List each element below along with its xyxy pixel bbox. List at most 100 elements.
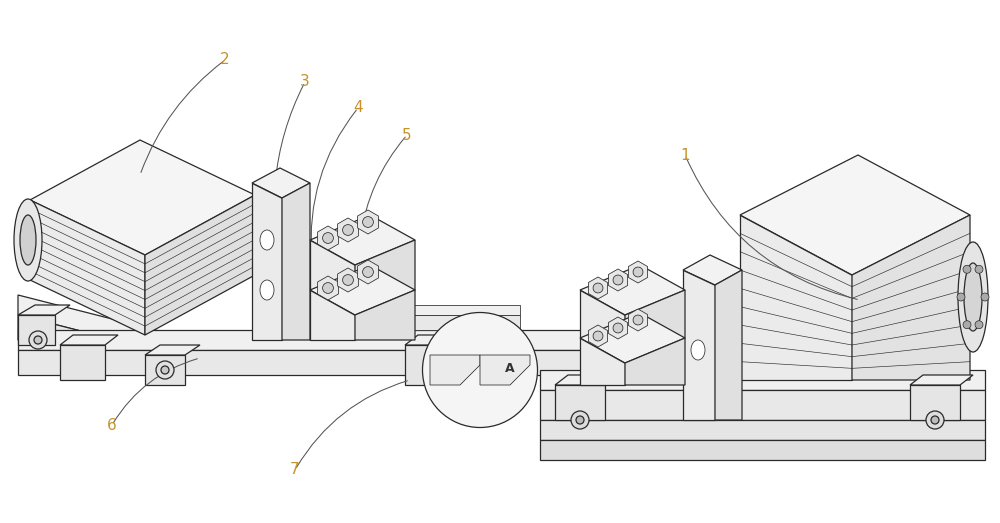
- Circle shape: [963, 265, 971, 274]
- Circle shape: [957, 293, 965, 301]
- Polygon shape: [18, 330, 800, 350]
- Circle shape: [323, 282, 333, 293]
- Ellipse shape: [964, 263, 982, 331]
- Circle shape: [571, 411, 589, 429]
- Polygon shape: [540, 390, 985, 420]
- Polygon shape: [628, 261, 648, 283]
- Polygon shape: [625, 290, 685, 338]
- Polygon shape: [555, 375, 618, 385]
- Circle shape: [156, 361, 174, 379]
- Ellipse shape: [958, 242, 988, 352]
- Polygon shape: [18, 315, 175, 380]
- Polygon shape: [580, 338, 625, 385]
- Polygon shape: [318, 276, 338, 300]
- Polygon shape: [405, 345, 450, 385]
- Circle shape: [343, 224, 353, 235]
- Polygon shape: [358, 210, 378, 234]
- Polygon shape: [715, 270, 742, 420]
- Polygon shape: [310, 240, 355, 290]
- Polygon shape: [318, 226, 338, 250]
- Polygon shape: [145, 345, 200, 355]
- Polygon shape: [405, 335, 463, 345]
- Polygon shape: [18, 315, 55, 345]
- Polygon shape: [282, 183, 310, 340]
- Polygon shape: [310, 315, 520, 330]
- Circle shape: [593, 283, 603, 293]
- Text: 6: 6: [107, 417, 117, 433]
- Circle shape: [29, 331, 47, 349]
- Ellipse shape: [422, 313, 538, 427]
- Polygon shape: [588, 325, 608, 347]
- Polygon shape: [18, 295, 175, 355]
- Polygon shape: [608, 269, 628, 291]
- Polygon shape: [910, 385, 960, 420]
- Text: 3: 3: [300, 74, 310, 89]
- Polygon shape: [852, 215, 970, 380]
- Circle shape: [613, 275, 623, 285]
- Circle shape: [931, 416, 939, 424]
- Circle shape: [323, 233, 333, 243]
- Polygon shape: [580, 290, 625, 338]
- Polygon shape: [338, 218, 358, 242]
- Polygon shape: [30, 200, 145, 335]
- Polygon shape: [358, 260, 378, 284]
- Polygon shape: [145, 355, 185, 385]
- Polygon shape: [310, 305, 520, 315]
- Circle shape: [576, 416, 584, 424]
- Text: 4: 4: [353, 100, 363, 116]
- Polygon shape: [625, 338, 685, 385]
- Text: A: A: [505, 361, 515, 374]
- Polygon shape: [683, 255, 742, 285]
- Ellipse shape: [260, 280, 274, 300]
- Polygon shape: [580, 313, 685, 363]
- Polygon shape: [310, 265, 415, 315]
- Polygon shape: [683, 270, 715, 420]
- Polygon shape: [430, 355, 480, 385]
- Circle shape: [363, 217, 373, 228]
- Polygon shape: [310, 215, 415, 265]
- Polygon shape: [740, 215, 852, 380]
- Ellipse shape: [14, 199, 42, 281]
- Polygon shape: [540, 440, 985, 460]
- Circle shape: [633, 315, 643, 325]
- Polygon shape: [355, 240, 415, 290]
- Polygon shape: [910, 375, 973, 385]
- Polygon shape: [355, 290, 415, 340]
- Ellipse shape: [260, 230, 274, 250]
- Circle shape: [343, 275, 353, 286]
- Ellipse shape: [691, 340, 705, 360]
- Polygon shape: [480, 355, 530, 385]
- Polygon shape: [580, 265, 685, 315]
- Circle shape: [975, 321, 983, 329]
- Text: 5: 5: [402, 128, 412, 142]
- Circle shape: [981, 293, 989, 301]
- Text: 1: 1: [680, 147, 690, 163]
- Polygon shape: [608, 317, 628, 339]
- Polygon shape: [540, 420, 985, 440]
- Polygon shape: [628, 309, 648, 331]
- Polygon shape: [555, 385, 605, 420]
- Polygon shape: [338, 268, 358, 292]
- Polygon shape: [30, 140, 255, 255]
- Circle shape: [161, 366, 169, 374]
- Circle shape: [363, 267, 373, 277]
- Circle shape: [926, 411, 944, 429]
- Polygon shape: [60, 335, 118, 345]
- Circle shape: [613, 323, 623, 333]
- Polygon shape: [310, 290, 355, 340]
- Circle shape: [975, 265, 983, 274]
- Polygon shape: [588, 277, 608, 299]
- Polygon shape: [18, 305, 70, 315]
- Circle shape: [963, 321, 971, 329]
- Text: 7: 7: [290, 462, 300, 477]
- Circle shape: [633, 267, 643, 277]
- Polygon shape: [252, 183, 282, 340]
- Polygon shape: [145, 195, 255, 335]
- Circle shape: [34, 336, 42, 344]
- Ellipse shape: [20, 215, 36, 265]
- Polygon shape: [60, 345, 105, 380]
- Polygon shape: [740, 155, 970, 275]
- Polygon shape: [540, 370, 985, 390]
- Circle shape: [593, 331, 603, 341]
- Text: 2: 2: [220, 52, 230, 67]
